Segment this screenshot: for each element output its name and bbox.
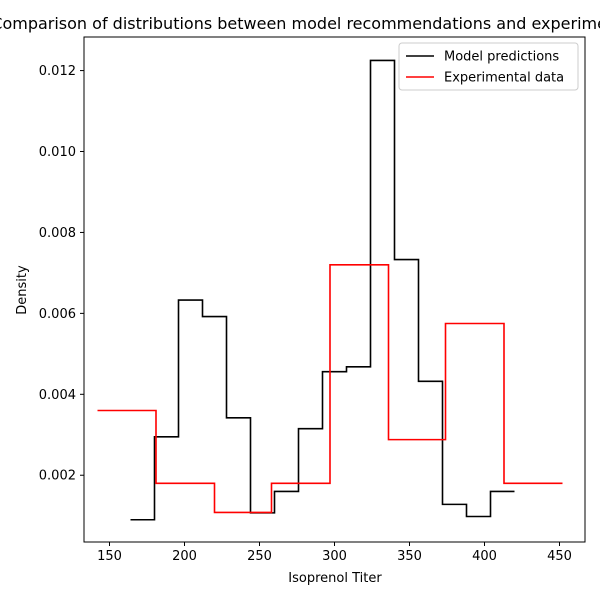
y-axis-label: Density	[15, 265, 30, 315]
plot-frame	[83, 36, 586, 543]
x-tick-label: 300	[322, 549, 347, 564]
legend: Model predictions Experimental data	[398, 42, 579, 91]
y-tick-label: 0.010	[39, 145, 76, 160]
series-line-model-predictions	[130, 59, 515, 521]
y-tick-label: 0.012	[39, 64, 76, 79]
legend-label: Experimental data	[444, 71, 564, 86]
y-tick-label: 0.008	[39, 226, 76, 241]
x-tick-label: 450	[547, 549, 572, 564]
plot-area	[97, 59, 563, 521]
x-tick-label: 150	[97, 549, 122, 564]
x-axis: 150 200 250 300 350 400 450	[97, 542, 572, 564]
chart-title: Comparison of distributions between mode…	[0, 14, 600, 33]
x-axis-label: Isoprenol Titer	[288, 571, 382, 586]
y-tick-label: 0.006	[39, 307, 76, 322]
x-tick-label: 250	[247, 549, 272, 564]
y-tick-label: 0.004	[39, 388, 76, 403]
x-tick-label: 200	[172, 549, 197, 564]
x-tick-label: 350	[397, 549, 422, 564]
y-axis: 0.002 0.004 0.006 0.008 0.010 0.012	[39, 64, 84, 484]
legend-label: Model predictions	[444, 50, 559, 65]
series-line-experimental-data	[97, 264, 563, 514]
x-tick-label: 400	[472, 549, 497, 564]
legend-frame	[398, 42, 579, 91]
y-tick-label: 0.002	[39, 469, 76, 484]
